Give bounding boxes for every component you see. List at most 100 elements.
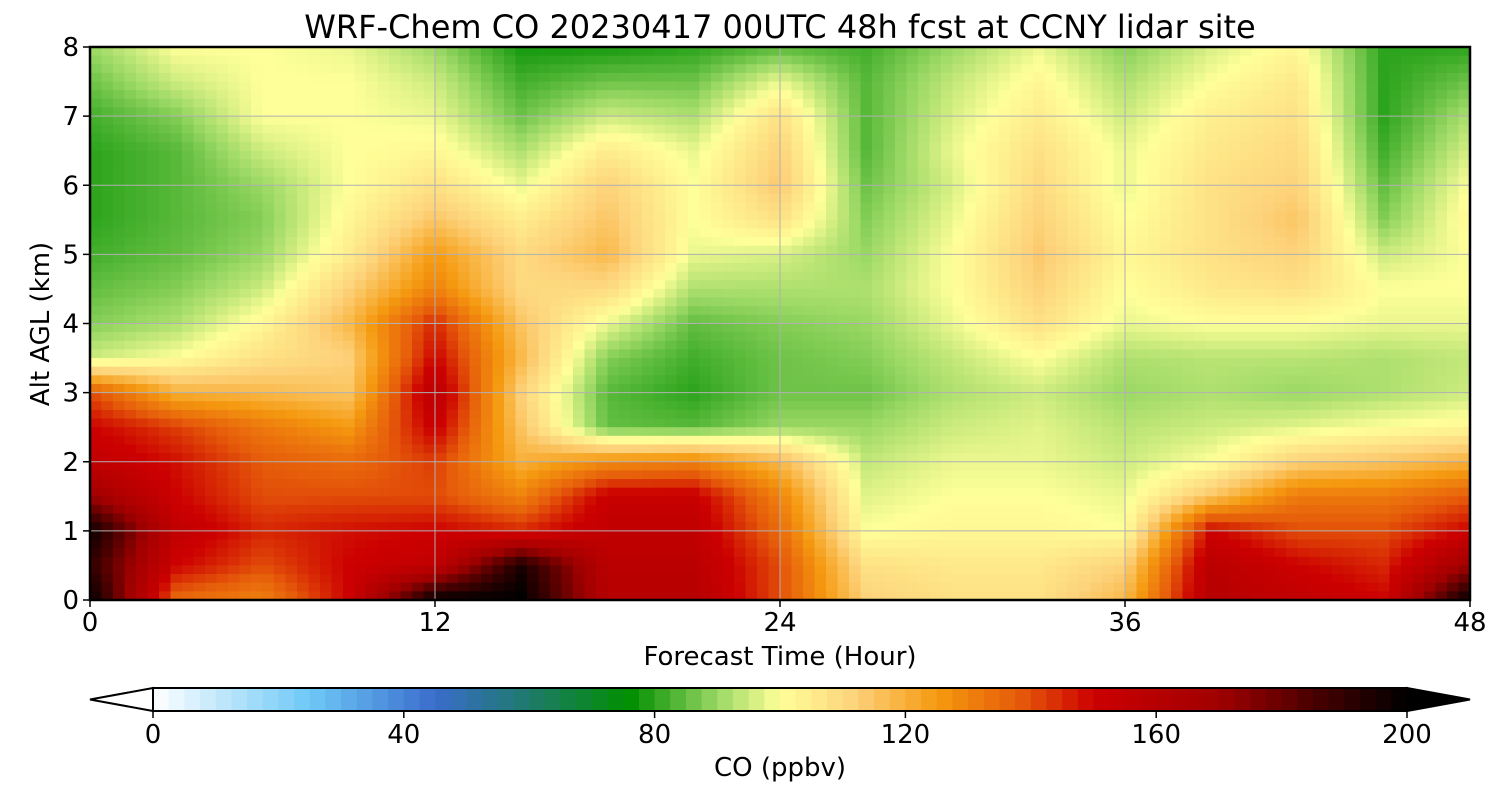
heatmap-cell xyxy=(320,64,333,74)
heatmap-cell xyxy=(228,383,241,394)
heatmap-cell xyxy=(941,55,954,65)
heatmap-cell xyxy=(1228,366,1241,376)
heatmap-cell xyxy=(1067,340,1080,351)
heatmap-cell xyxy=(308,55,321,65)
heatmap-cell xyxy=(515,47,528,57)
heatmap-cell xyxy=(1366,340,1379,351)
heatmap-cell xyxy=(688,55,701,65)
heatmap-cell xyxy=(895,271,908,281)
heatmap-cell xyxy=(768,202,781,212)
heatmap-cell xyxy=(1343,124,1356,135)
heatmap-cell xyxy=(1251,185,1264,195)
heatmap-cell xyxy=(320,55,333,65)
heatmap-cell xyxy=(952,237,965,247)
heatmap-cell xyxy=(343,297,356,307)
heatmap-cell xyxy=(1056,150,1069,160)
heatmap-cell xyxy=(619,219,632,230)
heatmap-cell xyxy=(1125,349,1138,359)
heatmap-cell xyxy=(1079,254,1092,264)
heatmap-cell xyxy=(1343,392,1356,402)
heatmap-cell xyxy=(676,185,689,195)
heatmap-cell xyxy=(1010,202,1023,212)
heatmap-cell xyxy=(1021,159,1034,169)
heatmap-cell xyxy=(1332,219,1345,230)
heatmap-cell xyxy=(745,150,758,160)
heatmap-cell xyxy=(331,133,344,143)
heatmap-cell xyxy=(343,392,356,402)
heatmap-cell xyxy=(343,55,356,65)
heatmap-cell xyxy=(1274,124,1287,135)
heatmap-cell xyxy=(389,340,402,351)
heatmap-cell xyxy=(975,349,988,359)
heatmap-cell xyxy=(170,280,183,290)
heatmap-cell xyxy=(998,375,1011,385)
heatmap-cell xyxy=(1205,185,1218,195)
heatmap-cell xyxy=(745,98,758,109)
heatmap-cell xyxy=(584,228,597,238)
heatmap-cell xyxy=(343,211,356,221)
heatmap-cell xyxy=(1010,263,1023,273)
heatmap-cell xyxy=(768,81,781,91)
heatmap-cell xyxy=(1010,228,1023,238)
heatmap-cell xyxy=(331,401,344,411)
heatmap-cell xyxy=(400,159,413,169)
heatmap-cell xyxy=(699,81,712,91)
heatmap-cell xyxy=(423,271,436,281)
heatmap-cell xyxy=(538,55,551,65)
heatmap-cell xyxy=(320,193,333,204)
heatmap-cell xyxy=(1090,90,1103,100)
heatmap-cell xyxy=(101,245,114,255)
heatmap-cell xyxy=(998,383,1011,394)
heatmap-cell xyxy=(504,64,517,74)
heatmap-cell xyxy=(1378,185,1391,195)
heatmap-cell xyxy=(1435,176,1448,186)
heatmap-cell xyxy=(1286,332,1299,342)
heatmap-cell xyxy=(446,314,459,325)
heatmap-cell xyxy=(377,133,390,143)
heatmap-cell xyxy=(883,219,896,230)
heatmap-cell xyxy=(446,124,459,135)
heatmap-cell xyxy=(1136,358,1149,368)
heatmap-cell xyxy=(607,401,620,411)
heatmap-cell xyxy=(1090,211,1103,221)
heatmap-cell xyxy=(1401,55,1414,65)
heatmap-cell xyxy=(929,237,942,247)
heatmap-cell xyxy=(228,245,241,255)
heatmap-cell xyxy=(596,64,609,74)
heatmap-cell xyxy=(90,366,103,376)
heatmap-cell xyxy=(1159,98,1172,109)
heatmap-cell xyxy=(446,90,459,100)
heatmap-cell xyxy=(159,219,172,230)
heatmap-cell xyxy=(803,176,816,186)
heatmap-cell xyxy=(837,193,850,204)
heatmap-cell xyxy=(124,193,137,204)
heatmap-cell xyxy=(630,150,643,160)
heatmap-cell xyxy=(366,193,379,204)
heatmap-cell xyxy=(159,116,172,126)
heatmap-cell xyxy=(734,297,747,307)
heatmap-cell xyxy=(136,392,149,402)
heatmap-cell xyxy=(826,72,839,83)
heatmap-cell xyxy=(515,150,528,160)
heatmap-cell xyxy=(722,263,735,273)
heatmap-cell xyxy=(1010,98,1023,109)
heatmap-cell xyxy=(860,332,873,342)
heatmap-cell xyxy=(538,306,551,316)
heatmap-cell xyxy=(1033,116,1046,126)
heatmap-cell xyxy=(1343,72,1356,83)
heatmap-cell xyxy=(136,81,149,91)
heatmap-cell xyxy=(1090,297,1103,307)
heatmap-cell xyxy=(1389,392,1402,402)
heatmap-cell xyxy=(1079,323,1092,333)
heatmap-cell xyxy=(975,55,988,65)
heatmap-cell xyxy=(998,133,1011,143)
heatmap-cell xyxy=(1067,202,1080,212)
heatmap-cell xyxy=(561,358,574,368)
heatmap-cell xyxy=(561,332,574,342)
heatmap-cell xyxy=(1079,72,1092,83)
heatmap-cell xyxy=(366,271,379,281)
heatmap-cell xyxy=(205,81,218,91)
heatmap-cell xyxy=(1171,254,1184,264)
heatmap-cell xyxy=(1458,306,1471,316)
heatmap-cell xyxy=(1102,202,1115,212)
